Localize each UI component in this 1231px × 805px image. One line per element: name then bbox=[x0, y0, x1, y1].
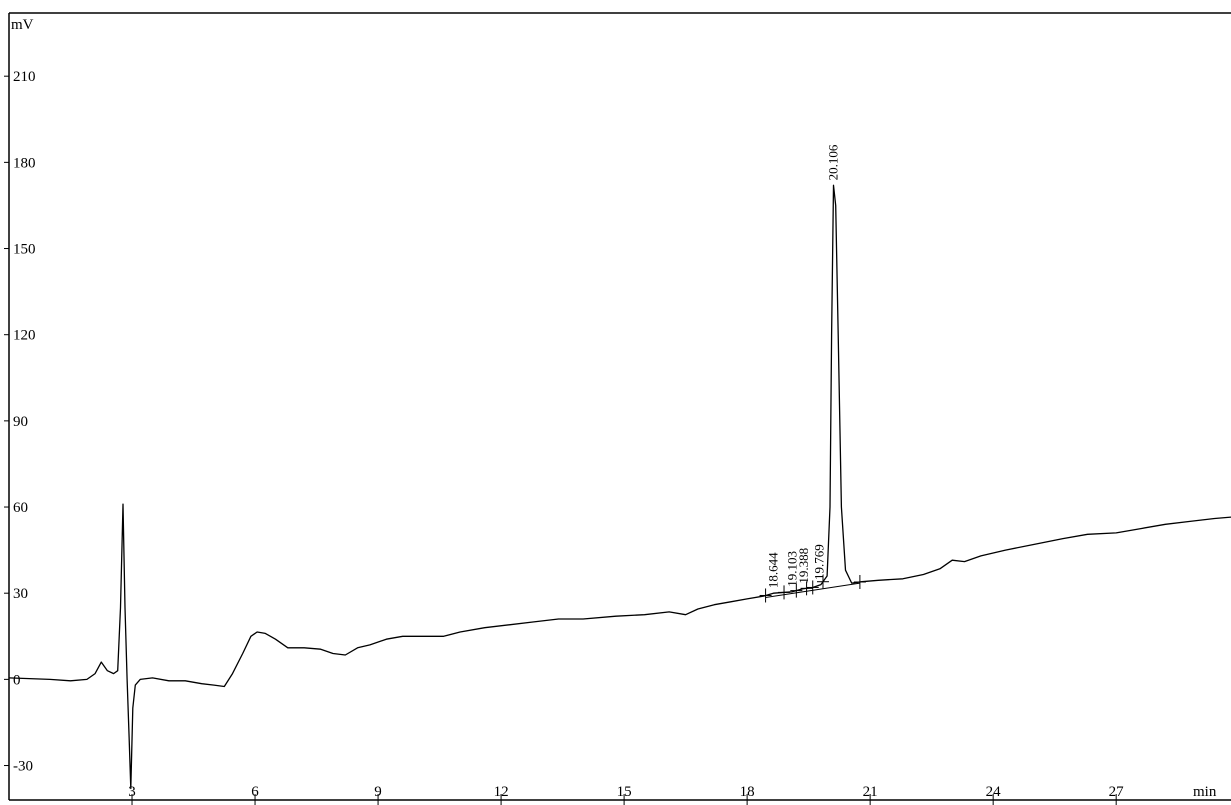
y-tick-label: 120 bbox=[13, 328, 36, 344]
peak-retention-label: 19.388 bbox=[796, 548, 811, 584]
y-axis-ticks: -30 0 30 60 90 120 150 180 210 bbox=[4, 69, 36, 775]
y-tick-label: 90 bbox=[13, 414, 28, 430]
peak-retention-label: 19.103 bbox=[784, 551, 799, 587]
y-tick-label: 30 bbox=[13, 586, 28, 602]
y-tick-label: 180 bbox=[13, 155, 36, 171]
peak-retention-label: 20.106 bbox=[826, 144, 841, 180]
x-tick-label: 12 bbox=[494, 784, 509, 800]
x-tick-label: 15 bbox=[617, 784, 632, 800]
y-tick-label: 150 bbox=[13, 242, 36, 258]
x-axis-ticks: 3 6 9 12 15 18 21 24 27 bbox=[128, 784, 1124, 805]
signal-trace bbox=[8, 184, 1231, 790]
x-tick-label: 21 bbox=[863, 784, 878, 800]
y-tick-label: 60 bbox=[13, 500, 28, 516]
y-tick-label: -30 bbox=[13, 759, 33, 775]
plot-frame bbox=[8, 12, 1231, 801]
y-tick-label: 210 bbox=[13, 69, 36, 85]
integration-marks bbox=[759, 574, 866, 603]
y-tick-label: 0 bbox=[13, 672, 21, 688]
peak-retention-label: 18.644 bbox=[765, 552, 780, 588]
x-tick-label: 3 bbox=[128, 784, 136, 800]
x-axis-unit-label: min bbox=[1193, 784, 1217, 800]
x-tick-label: 9 bbox=[374, 784, 382, 800]
peak-retention-label: 19.769 bbox=[812, 544, 827, 580]
x-tick-label: 18 bbox=[740, 784, 755, 800]
x-tick-label: 27 bbox=[1109, 784, 1125, 800]
x-tick-label: 24 bbox=[986, 784, 1002, 800]
y-axis-unit-label: mV bbox=[11, 17, 34, 33]
x-tick-label: 6 bbox=[251, 784, 259, 800]
